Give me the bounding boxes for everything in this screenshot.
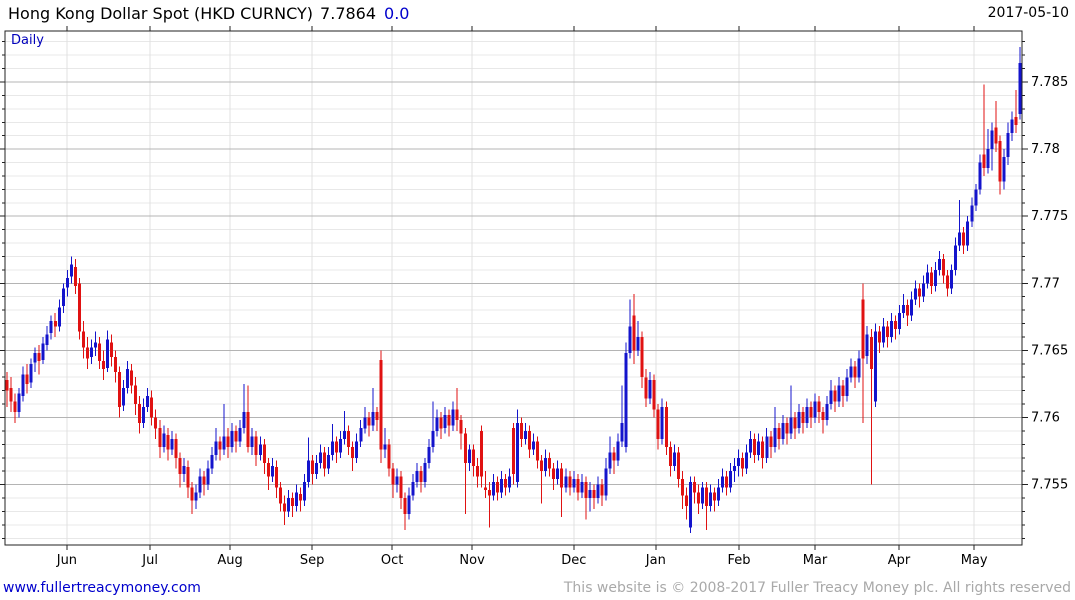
- chart-date: 2017-05-10: [987, 5, 1069, 21]
- y-axis-label: 7.77: [1031, 276, 1060, 291]
- title-bar: Hong Kong Dollar Spot (HKD CURNCY) 7.7864…: [8, 4, 1069, 26]
- copyright-text: This website is © 2008-2017 Fuller Treac…: [563, 580, 1071, 596]
- x-axis-label: Mar: [803, 553, 828, 568]
- x-axis-label: May: [961, 553, 988, 568]
- x-axis-label: Aug: [217, 553, 242, 568]
- x-axis-label: Dec: [561, 553, 586, 568]
- footer-site-link[interactable]: www.fullertreacymoney.com: [3, 580, 201, 596]
- interval-label: Daily: [11, 33, 44, 48]
- x-axis-label: Jun: [56, 553, 77, 568]
- x-axis-label: Feb: [727, 553, 750, 568]
- y-axis-label: 7.765: [1031, 343, 1068, 358]
- x-axis-label: Apr: [888, 553, 911, 568]
- y-axis-label: 7.78: [1031, 142, 1060, 157]
- last-price: 7.7864: [320, 4, 377, 23]
- price-change: 0.0: [384, 4, 410, 23]
- x-axis-label: Sep: [300, 553, 325, 568]
- x-axis-label: Jan: [645, 553, 666, 568]
- y-axis-label: 7.755: [1031, 478, 1068, 493]
- x-axis-label: Nov: [459, 553, 485, 568]
- x-axis-label: Jul: [141, 553, 158, 568]
- y-axis-label: 7.76: [1031, 411, 1060, 426]
- y-axis-label: 7.785: [1031, 75, 1068, 90]
- x-axis-label: Oct: [381, 553, 403, 568]
- y-axis-label: 7.775: [1031, 209, 1068, 224]
- instrument-name: Hong Kong Dollar Spot (HKD CURNCY): [8, 4, 314, 23]
